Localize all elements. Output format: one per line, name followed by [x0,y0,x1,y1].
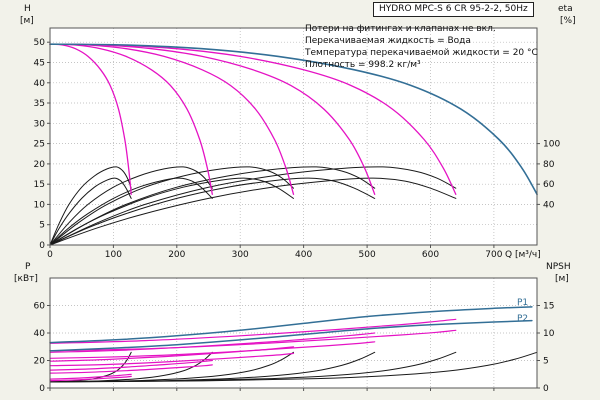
y-tick-label-left: 20 [34,160,46,170]
chart-title: HYDRO MPC-S 6 CR 95-2-2, 50Hz [379,4,528,14]
p-axis-name: P [25,262,31,272]
y-tick-label-left: 30 [34,119,46,129]
note-line: Перекачиваемая жидкость = Вода [305,36,471,46]
series-p2-5-pumps [49,329,457,352]
h-axis-name: H [24,4,31,14]
y-tick-label-left: 25 [34,140,45,150]
y-tick-label-left: 40 [34,79,46,89]
x-tick-label: 600 [422,250,439,260]
series-eta-a-1-pump [49,166,132,246]
x-tick-label: 400 [295,250,312,260]
q-axis-label: Q [м³/ч] [505,250,541,260]
h-axis-unit: [м] [20,16,34,26]
series-p2-4-pumps [49,341,376,359]
series-eta-b-4-pumps [49,177,376,246]
series-p1-5-pumps [49,318,457,344]
x-tick-label: 500 [359,250,376,260]
series-eta-a-3-pumps [49,166,294,246]
x-tick-label: 100 [105,250,122,260]
x-tick-label: 300 [232,250,249,260]
y-tick-label-left: 0 [39,241,45,251]
y-tick-label-left: 20 [34,357,46,367]
p-axis-unit: [кВт] [14,274,38,284]
series-P2 [49,319,533,352]
series-p2-3-pumps [49,352,295,367]
y-tick-label-right: 5 [543,357,549,367]
y-tick-label-left: 15 [34,180,45,190]
p1-curve-label: P1 [517,298,529,308]
note-line: Температура перекачиваемой жидкости = 20… [305,48,538,58]
series-npsh-6-pumps [49,351,538,383]
npsh-axis-name: NPSH [546,262,571,272]
x-tick-label: 200 [168,250,185,260]
series-head-6-pumps [49,43,538,196]
series-p1-2-pumps [49,359,213,371]
eta-axis-name: eta [558,4,573,14]
series-head-3-pumps [49,43,295,195]
series-p1-1-pump [49,373,132,380]
y-tick-label-right: 80 [543,160,555,170]
x-tick-label: 700 [485,250,502,260]
plot-frame [49,277,538,389]
series-p1-4-pumps [49,332,376,353]
series-P1 [49,306,533,344]
y-tick-label-right: 60 [543,180,555,190]
y-tick-label-right: 0 [543,384,549,394]
y-tick-label-left: 10 [34,200,46,210]
y-tick-label-right: 100 [543,140,560,150]
eta-axis-unit: [%] [560,16,576,26]
note-line: Плотность = 998.2 кг/м³ [305,60,421,70]
series-eta-a-2-pumps [49,166,213,246]
y-tick-label-left: 5 [39,221,45,231]
series-head-2-pumps [49,43,213,195]
series-p2-1-pump [49,375,132,382]
npsh-axis-unit: [м] [555,274,569,284]
chart-notes: Потери на фитингах и клапанах не вкл. Пе… [305,23,538,71]
plot-frame [49,27,538,246]
series-eta-b-3-pumps [49,177,294,246]
y-tick-label-left: 40 [34,329,46,339]
p2-curve-label: P2 [517,314,529,324]
series-npsh-1-pump [49,351,132,383]
y-tick-label-right: 10 [543,329,555,339]
y-tick-label-left: 35 [34,99,45,109]
y-tick-label-left: 0 [39,384,45,394]
series-eta-b-1-pump [49,177,132,246]
y-tick-label-left: 60 [34,302,46,312]
series-head-5-pumps [49,43,457,195]
series-head-4-pumps [49,43,376,195]
chart-title-box: HYDRO MPC-S 6 CR 95-2-2, 50Hz [373,2,534,17]
series-eta-a-4-pumps [49,166,376,246]
y-tick-label-left: 45 [34,59,45,69]
note-line: Потери на фитингах и клапанах не вкл. [305,24,496,34]
x-tick-label: 0 [47,250,53,260]
series-eta-b-5-pumps [49,177,457,246]
series-eta-a-5-pumps [49,166,457,246]
series-p2-2-pumps [49,364,213,374]
series-head-1-pump [49,43,132,195]
y-tick-label-right: 15 [543,302,554,312]
y-tick-label-right: 40 [543,200,555,210]
y-tick-label-left: 50 [34,38,46,48]
